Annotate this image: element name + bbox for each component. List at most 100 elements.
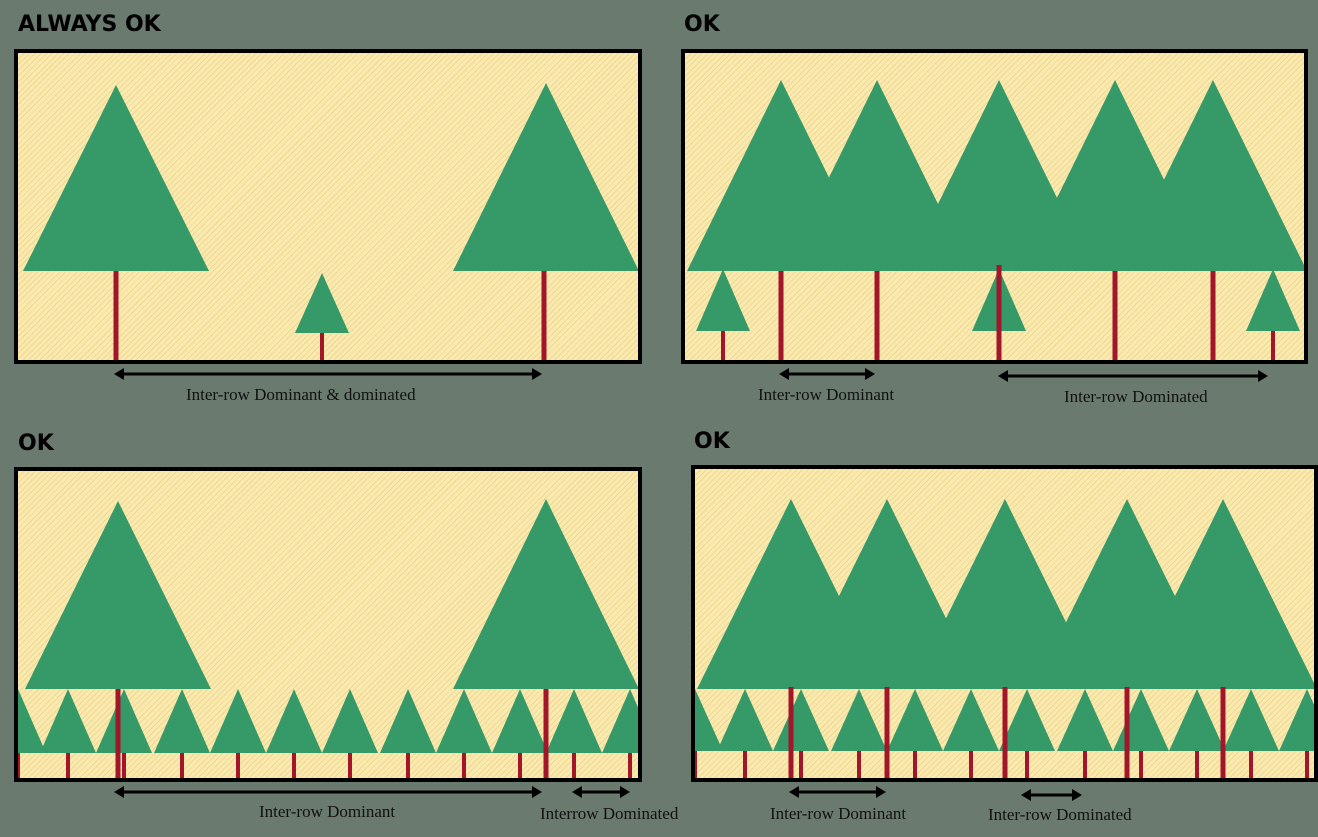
- tree-trunk: [113, 268, 119, 360]
- dominant-tree-crown: [1129, 499, 1314, 689]
- tree-trunk: [122, 747, 126, 778]
- stand-panel-dense-overstory: [681, 49, 1308, 364]
- dominant-tree-crown: [783, 80, 971, 271]
- dominated-tree-crown: [1246, 269, 1300, 331]
- dominated-tree-crown: [492, 689, 548, 753]
- dominated-tree-crown: [40, 689, 96, 753]
- dominated-tree-crown: [602, 689, 638, 753]
- tree-trunk: [180, 747, 184, 778]
- panel-4-title: OK: [694, 429, 730, 454]
- tree-trunk: [518, 747, 522, 778]
- tree-trunk: [874, 263, 880, 360]
- tree-trunk: [66, 747, 70, 778]
- tree-trunk: [969, 745, 973, 778]
- caption-dominant-and-dominated: Inter-row Dominant & dominated: [186, 385, 416, 404]
- tree-trunk: [628, 747, 632, 778]
- spacing-arrow: [779, 368, 875, 380]
- caption-dominant: Inter-row Dominant: [770, 804, 907, 823]
- tree-trunk: [1271, 325, 1275, 360]
- dominant-tree-crown: [453, 83, 638, 271]
- tree-trunk: [695, 745, 697, 778]
- stand-panel-sparse: [14, 49, 642, 364]
- stand-panel-dense-with-understory: [691, 465, 1318, 782]
- dominant-tree-crown: [453, 499, 638, 689]
- tree-trunk: [348, 747, 352, 778]
- dominated-tree-crown: [1169, 689, 1225, 751]
- tree-trunk: [1305, 745, 1309, 778]
- tree-trunk: [406, 747, 410, 778]
- stand-illustration: [695, 499, 1314, 778]
- caption-dominant: Inter-row Dominant: [758, 385, 895, 404]
- tree-trunk: [543, 689, 549, 778]
- tree-trunk: [1025, 745, 1029, 778]
- dominated-tree-crown: [1279, 689, 1314, 751]
- dominated-tree-crown: [773, 689, 829, 751]
- tree-trunk: [778, 263, 784, 360]
- spacing-arrow: [1021, 789, 1082, 801]
- caption-dominated: Interrow Dominated: [540, 804, 679, 823]
- spacing-arrow: [572, 786, 630, 798]
- tree-trunk: [462, 747, 466, 778]
- dominated-tree-crown: [695, 689, 723, 751]
- dominated-tree-crown: [210, 689, 266, 753]
- tree-trunk: [1124, 687, 1130, 778]
- spacing-arrow: [114, 786, 542, 798]
- dominated-tree-crown: [18, 689, 46, 753]
- dominant-tree-crown: [23, 85, 209, 271]
- caption-dominated: Inter-row Dominated: [988, 805, 1132, 824]
- spacing-arrow: [998, 370, 1268, 382]
- stand-panel-sparse-with-understory: [14, 467, 642, 782]
- dominated-tree-crown: [943, 689, 999, 751]
- tree-trunk: [541, 268, 547, 360]
- dominated-tree-crown: [266, 689, 322, 753]
- stand-illustration: [18, 499, 638, 778]
- dominated-tree-crown: [1223, 689, 1279, 751]
- tree-trunk: [572, 747, 576, 778]
- tree-trunk: [788, 687, 794, 778]
- spacing-arrow: [114, 368, 542, 380]
- tree-trunk: [884, 687, 890, 778]
- dominated-tree-crown: [96, 689, 152, 753]
- panel-1-title: ALWAYS OK: [18, 12, 161, 37]
- tree-trunk: [799, 745, 803, 778]
- tree-trunk: [236, 747, 240, 778]
- dominated-tree-crown: [295, 273, 349, 333]
- tree-trunk: [857, 745, 861, 778]
- tree-trunk: [18, 747, 20, 778]
- panel-2-title: OK: [684, 12, 720, 37]
- caption-dominant: Inter-row Dominant: [259, 802, 396, 821]
- dominated-tree-crown: [831, 689, 887, 751]
- dominated-tree-crown: [154, 689, 210, 753]
- tree-trunk: [1210, 263, 1216, 360]
- dominated-tree-crown: [696, 269, 750, 331]
- dominated-tree-crown: [322, 689, 378, 753]
- panel-3-title: OK: [18, 431, 54, 456]
- tree-trunk: [1112, 263, 1118, 360]
- dominated-tree-crown: [999, 689, 1055, 751]
- caption-dominated: Inter-row Dominated: [1064, 387, 1208, 406]
- dominated-tree-crown: [1113, 689, 1169, 751]
- tree-trunk: [1195, 745, 1199, 778]
- dominant-tree-crown: [25, 501, 211, 689]
- tree-trunk: [1083, 745, 1087, 778]
- tree-trunk: [913, 745, 917, 778]
- dominated-tree-crown: [887, 689, 943, 751]
- tree-trunk: [721, 325, 725, 360]
- dominated-tree-crown: [1057, 689, 1113, 751]
- tree-trunk: [743, 745, 747, 778]
- stand-illustration: [687, 80, 1304, 360]
- dominated-tree-crown: [436, 689, 492, 753]
- tree-trunk: [1249, 745, 1253, 778]
- tree-trunk: [996, 265, 1002, 360]
- dominated-tree-crown: [380, 689, 436, 753]
- dominant-tree-crown: [1119, 80, 1304, 271]
- stand-illustration: [23, 83, 638, 360]
- tree-trunk: [115, 689, 121, 778]
- tree-trunk: [320, 329, 324, 360]
- dominated-tree-crown: [717, 689, 773, 751]
- dominated-tree-crown: [546, 689, 602, 753]
- spacing-arrow: [789, 786, 886, 798]
- dominant-tree-crown: [911, 499, 1099, 689]
- tree-trunk: [1220, 687, 1226, 778]
- tree-trunk: [1139, 745, 1143, 778]
